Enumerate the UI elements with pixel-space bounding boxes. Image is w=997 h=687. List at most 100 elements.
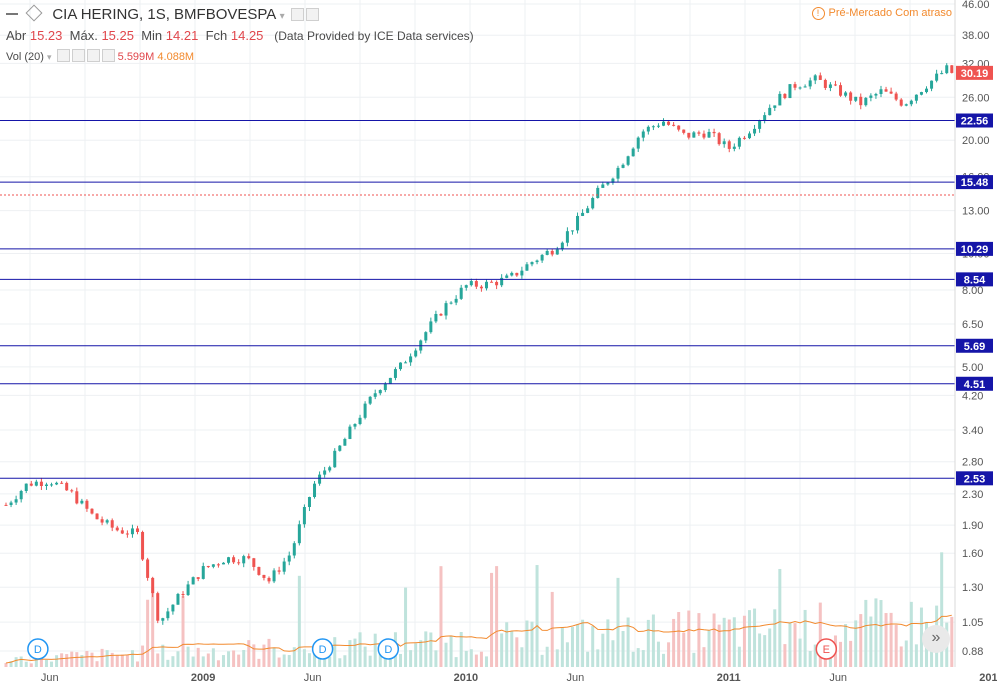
scroll-to-latest-button[interactable]: » bbox=[922, 625, 950, 653]
candle-body bbox=[818, 75, 822, 80]
earnings-marker[interactable]: E bbox=[815, 638, 838, 660]
candle-body bbox=[100, 519, 104, 523]
volume-bar bbox=[378, 647, 382, 667]
volume-bar bbox=[404, 587, 408, 667]
volume-bar bbox=[100, 648, 104, 667]
volume-bar bbox=[803, 609, 807, 667]
volume-bar bbox=[839, 641, 843, 667]
candle-body bbox=[505, 275, 509, 278]
candle-body bbox=[651, 126, 655, 128]
dividend-marker[interactable]: D bbox=[27, 638, 49, 660]
candle-body bbox=[646, 126, 650, 132]
candle-body bbox=[641, 131, 645, 138]
volume-bar bbox=[641, 650, 645, 667]
volume-label[interactable]: Vol (20) bbox=[6, 51, 44, 63]
dividend-marker[interactable]: D bbox=[377, 638, 400, 660]
volume-bar bbox=[449, 636, 453, 667]
volume-bar bbox=[232, 650, 236, 667]
volume-bar bbox=[722, 617, 726, 667]
volume-bar bbox=[793, 623, 797, 667]
candle-body bbox=[844, 92, 848, 96]
candle-body bbox=[727, 141, 731, 149]
x-tick-label: Jun bbox=[304, 672, 322, 684]
candle-body bbox=[404, 362, 408, 364]
collapse-icon[interactable] bbox=[6, 13, 18, 15]
dropdown-icon[interactable]: ▾ bbox=[279, 11, 285, 22]
volume-close-icon[interactable] bbox=[101, 49, 115, 62]
level-labels: 22.56 15.48 10.29 8.54 5.69 4.51 2.53 bbox=[956, 113, 993, 486]
candle-body bbox=[495, 281, 499, 286]
candle-body bbox=[161, 618, 165, 621]
open-label: Abr bbox=[6, 28, 27, 43]
volume-bar bbox=[313, 647, 317, 667]
candle-body bbox=[444, 303, 448, 316]
volume-settings-icon[interactable] bbox=[56, 49, 70, 62]
candle-body bbox=[889, 91, 893, 94]
volume-gear-icon[interactable] bbox=[71, 49, 85, 62]
candle-body bbox=[859, 96, 863, 106]
volume-bar bbox=[884, 613, 888, 667]
volume-bar bbox=[105, 650, 109, 667]
y-tick-label: 1.60 bbox=[962, 548, 983, 560]
event-markers[interactable]: DDDEEE bbox=[27, 638, 997, 660]
gear-icon[interactable] bbox=[305, 8, 319, 21]
horizontal-levels[interactable] bbox=[0, 120, 955, 479]
candle-body bbox=[919, 92, 923, 95]
candle-body bbox=[490, 281, 494, 283]
volume-bar bbox=[484, 656, 488, 667]
volume-bar bbox=[120, 654, 124, 667]
volume-bar bbox=[115, 655, 119, 667]
volume-bar bbox=[95, 661, 99, 667]
volume-bar bbox=[267, 638, 271, 667]
candle-body bbox=[869, 95, 873, 98]
dividend-marker[interactable]: D bbox=[311, 638, 334, 660]
candle-body bbox=[181, 593, 185, 596]
volume-bar bbox=[813, 644, 817, 667]
volume-bar bbox=[44, 659, 48, 667]
candle-body bbox=[156, 593, 160, 621]
market-status[interactable]: ! Pré-Mercado Com atraso bbox=[811, 7, 952, 20]
volume-bar bbox=[651, 614, 655, 667]
candle-body bbox=[758, 120, 762, 129]
volume-bar bbox=[444, 642, 448, 667]
candle-body bbox=[4, 504, 8, 506]
candle-body bbox=[110, 520, 114, 528]
volume-dropdown-icon[interactable]: ▾ bbox=[46, 52, 52, 62]
candle-body bbox=[115, 527, 119, 531]
data-provider: (Data Provided by ICE Data services) bbox=[274, 29, 474, 43]
candle-body bbox=[50, 484, 54, 486]
x-tick-label: Jun bbox=[567, 672, 585, 684]
volume-add-icon[interactable] bbox=[86, 49, 100, 62]
volume-bar bbox=[333, 637, 337, 667]
volume-bar bbox=[464, 650, 468, 667]
candle-body bbox=[95, 513, 99, 520]
candle-body bbox=[201, 566, 205, 579]
candle-body bbox=[672, 124, 676, 126]
level-label-box bbox=[956, 113, 993, 128]
candle-body bbox=[151, 577, 155, 594]
volume-bar bbox=[798, 638, 802, 667]
symbol-name[interactable]: CIA HERING, 1S, BMFBOVESPA bbox=[52, 6, 276, 23]
volume-bar bbox=[874, 598, 878, 667]
event-marker-label: E bbox=[823, 644, 830, 656]
volume-bar bbox=[904, 640, 908, 667]
candle-body bbox=[484, 281, 488, 289]
candle-body bbox=[262, 574, 266, 578]
candle-body bbox=[307, 497, 311, 507]
volume-bar bbox=[682, 632, 686, 667]
volume-bar bbox=[409, 650, 413, 667]
candle-body bbox=[677, 125, 681, 130]
settings-icon[interactable] bbox=[290, 8, 304, 21]
candle-body bbox=[60, 482, 64, 484]
y-tick-label: 20.00 bbox=[962, 135, 990, 147]
candle-body bbox=[854, 96, 858, 101]
y-tick-label: 1.05 bbox=[962, 617, 983, 629]
volume-bar bbox=[894, 624, 898, 667]
volume-bar bbox=[166, 659, 170, 667]
level-label: 10.29 bbox=[961, 244, 989, 256]
volume-bar bbox=[424, 631, 428, 667]
volume-bar bbox=[353, 638, 357, 667]
candle-body bbox=[90, 508, 94, 514]
candle-body bbox=[424, 332, 428, 341]
